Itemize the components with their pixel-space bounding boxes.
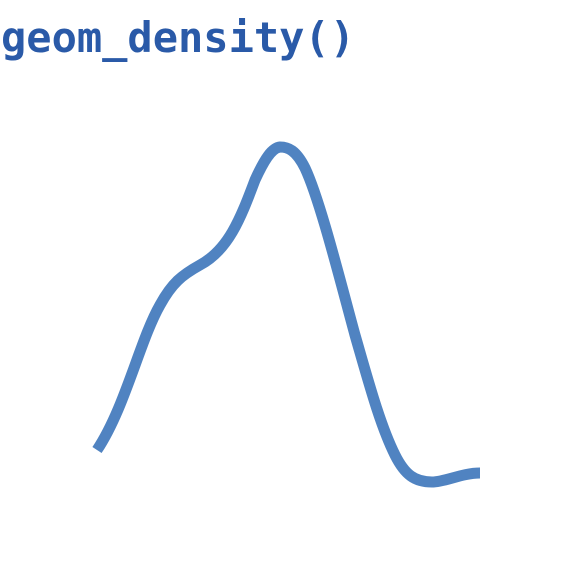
- density-curve: [92, 141, 481, 488]
- title-text: geom_density(): [1, 13, 356, 62]
